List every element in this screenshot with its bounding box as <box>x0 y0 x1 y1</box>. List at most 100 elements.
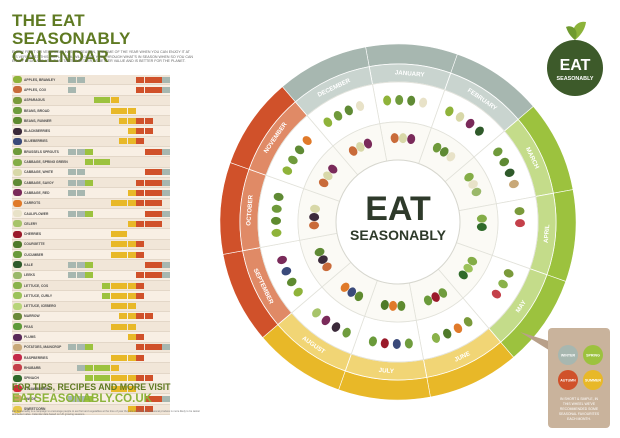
produce-thumb <box>13 107 22 115</box>
month-cell <box>119 354 128 361</box>
produce-icon <box>455 112 465 122</box>
month-cell <box>102 375 111 382</box>
produce-name: KALE <box>24 262 33 267</box>
produce-icon <box>333 110 343 121</box>
produce-name: BEANS, RUNNER <box>24 118 52 123</box>
produce-thumb <box>13 148 22 156</box>
produce-table: APPLES, BRAMLEY APPLES, COX ASPARAGUS BEANS… <box>12 75 171 415</box>
produce-name: APPLES, BRAMLEY <box>24 77 56 82</box>
month-label: OCTOBER <box>245 194 254 226</box>
produce-name: PLUMS <box>24 335 36 340</box>
produce-icon <box>465 118 475 129</box>
month-cell <box>136 86 145 93</box>
produce-icon <box>499 157 510 167</box>
produce-icon <box>347 287 357 297</box>
month-cell <box>162 261 171 268</box>
month-cell <box>68 76 77 83</box>
month-cell <box>144 220 153 227</box>
produce-icon <box>503 269 514 278</box>
produce-icon <box>397 300 406 311</box>
produce-thumb <box>13 374 22 382</box>
produce-row: KALE <box>12 260 171 271</box>
produce-icon <box>438 288 448 298</box>
month-cell <box>136 220 145 227</box>
month-cell <box>162 272 171 279</box>
month-cell <box>76 148 85 155</box>
produce-icon <box>476 214 487 223</box>
produce-thumb <box>13 86 22 94</box>
produce-icon <box>432 142 442 153</box>
produce-icon <box>309 213 320 222</box>
produce-icon <box>380 338 389 349</box>
produce-icon <box>348 146 358 156</box>
center-disk <box>335 159 461 285</box>
month-cell <box>144 86 153 93</box>
month-cell <box>85 375 94 382</box>
produce-row: BEANS, BROAD <box>12 105 170 117</box>
month-cell <box>144 179 153 186</box>
produce-row: MARROW <box>12 311 170 323</box>
legend-note: THIS WHEEL WE'VE <box>563 402 596 406</box>
month-label: APRIL <box>543 224 551 243</box>
month-cell <box>136 200 145 207</box>
month-cell <box>144 406 153 413</box>
produce-row: CABBAGE, RED <box>12 188 171 199</box>
produce-row: CABBAGE, SAVOY <box>12 177 171 189</box>
month-cell <box>127 251 136 258</box>
produce-icon <box>281 267 292 276</box>
produce-icon <box>407 134 416 145</box>
website-link[interactable]: EATSEASONABLY.CO.UK <box>12 393 152 405</box>
produce-name: APPLES, COX <box>24 87 47 92</box>
month-cell <box>119 303 128 310</box>
produce-thumb <box>13 179 22 187</box>
title-line-1: THE EAT SEASONABLY <box>12 11 131 48</box>
month-cell <box>110 375 119 382</box>
produce-thumb <box>13 220 22 228</box>
month-cell <box>127 375 136 382</box>
produce-thumb <box>13 189 22 197</box>
produce-icon <box>271 228 282 237</box>
month-cell <box>136 179 145 186</box>
month-cell <box>144 272 153 279</box>
month-cell <box>127 220 136 227</box>
produce-icon <box>293 287 303 297</box>
month-cell <box>136 313 145 320</box>
produce-name: PEAS <box>24 324 33 329</box>
month-cell <box>119 241 128 248</box>
month-cell <box>127 323 136 330</box>
produce-row: BRUSSELS SPROUTS <box>12 147 171 158</box>
produce-row: BLUEBERRIES <box>12 136 170 148</box>
month-cell <box>119 375 128 382</box>
produce-row: POTATOES, MAINCROP <box>12 342 171 354</box>
produce-icon <box>302 136 312 146</box>
produce-icon <box>446 152 456 162</box>
month-cell <box>144 395 153 402</box>
produce-name: LETTUCE, CURLY <box>24 293 53 298</box>
month-cell <box>144 210 153 217</box>
month-cell <box>119 313 128 320</box>
month-cell <box>110 231 119 238</box>
produce-row: CAULIFLOWER <box>12 208 171 220</box>
produce-thumb <box>13 261 22 269</box>
month-cell <box>127 107 136 114</box>
produce-icon <box>309 221 320 230</box>
produce-row: BEANS, RUNNER <box>12 116 170 127</box>
tips-text: FOR TIPS, RECIPES AND MORE VISIT <box>12 382 171 392</box>
month-cell <box>144 128 153 135</box>
month-cell <box>144 344 153 351</box>
month-cell <box>110 354 119 361</box>
produce-icon <box>445 106 454 117</box>
legend-note: IN SHORT & SIMPLE, IN <box>560 397 598 401</box>
produce-icon <box>321 315 331 326</box>
month-cell <box>119 251 128 258</box>
month-cell <box>136 344 145 351</box>
month-cell <box>119 138 128 145</box>
month-cell <box>76 76 85 83</box>
produce-icon <box>323 171 333 181</box>
produce-thumb <box>13 323 22 331</box>
produce-row: APPLES, BRAMLEY <box>12 75 171 86</box>
month-cell <box>136 189 145 196</box>
produce-thumb <box>13 230 22 238</box>
month-cell <box>136 354 145 361</box>
produce-icon <box>331 322 341 332</box>
